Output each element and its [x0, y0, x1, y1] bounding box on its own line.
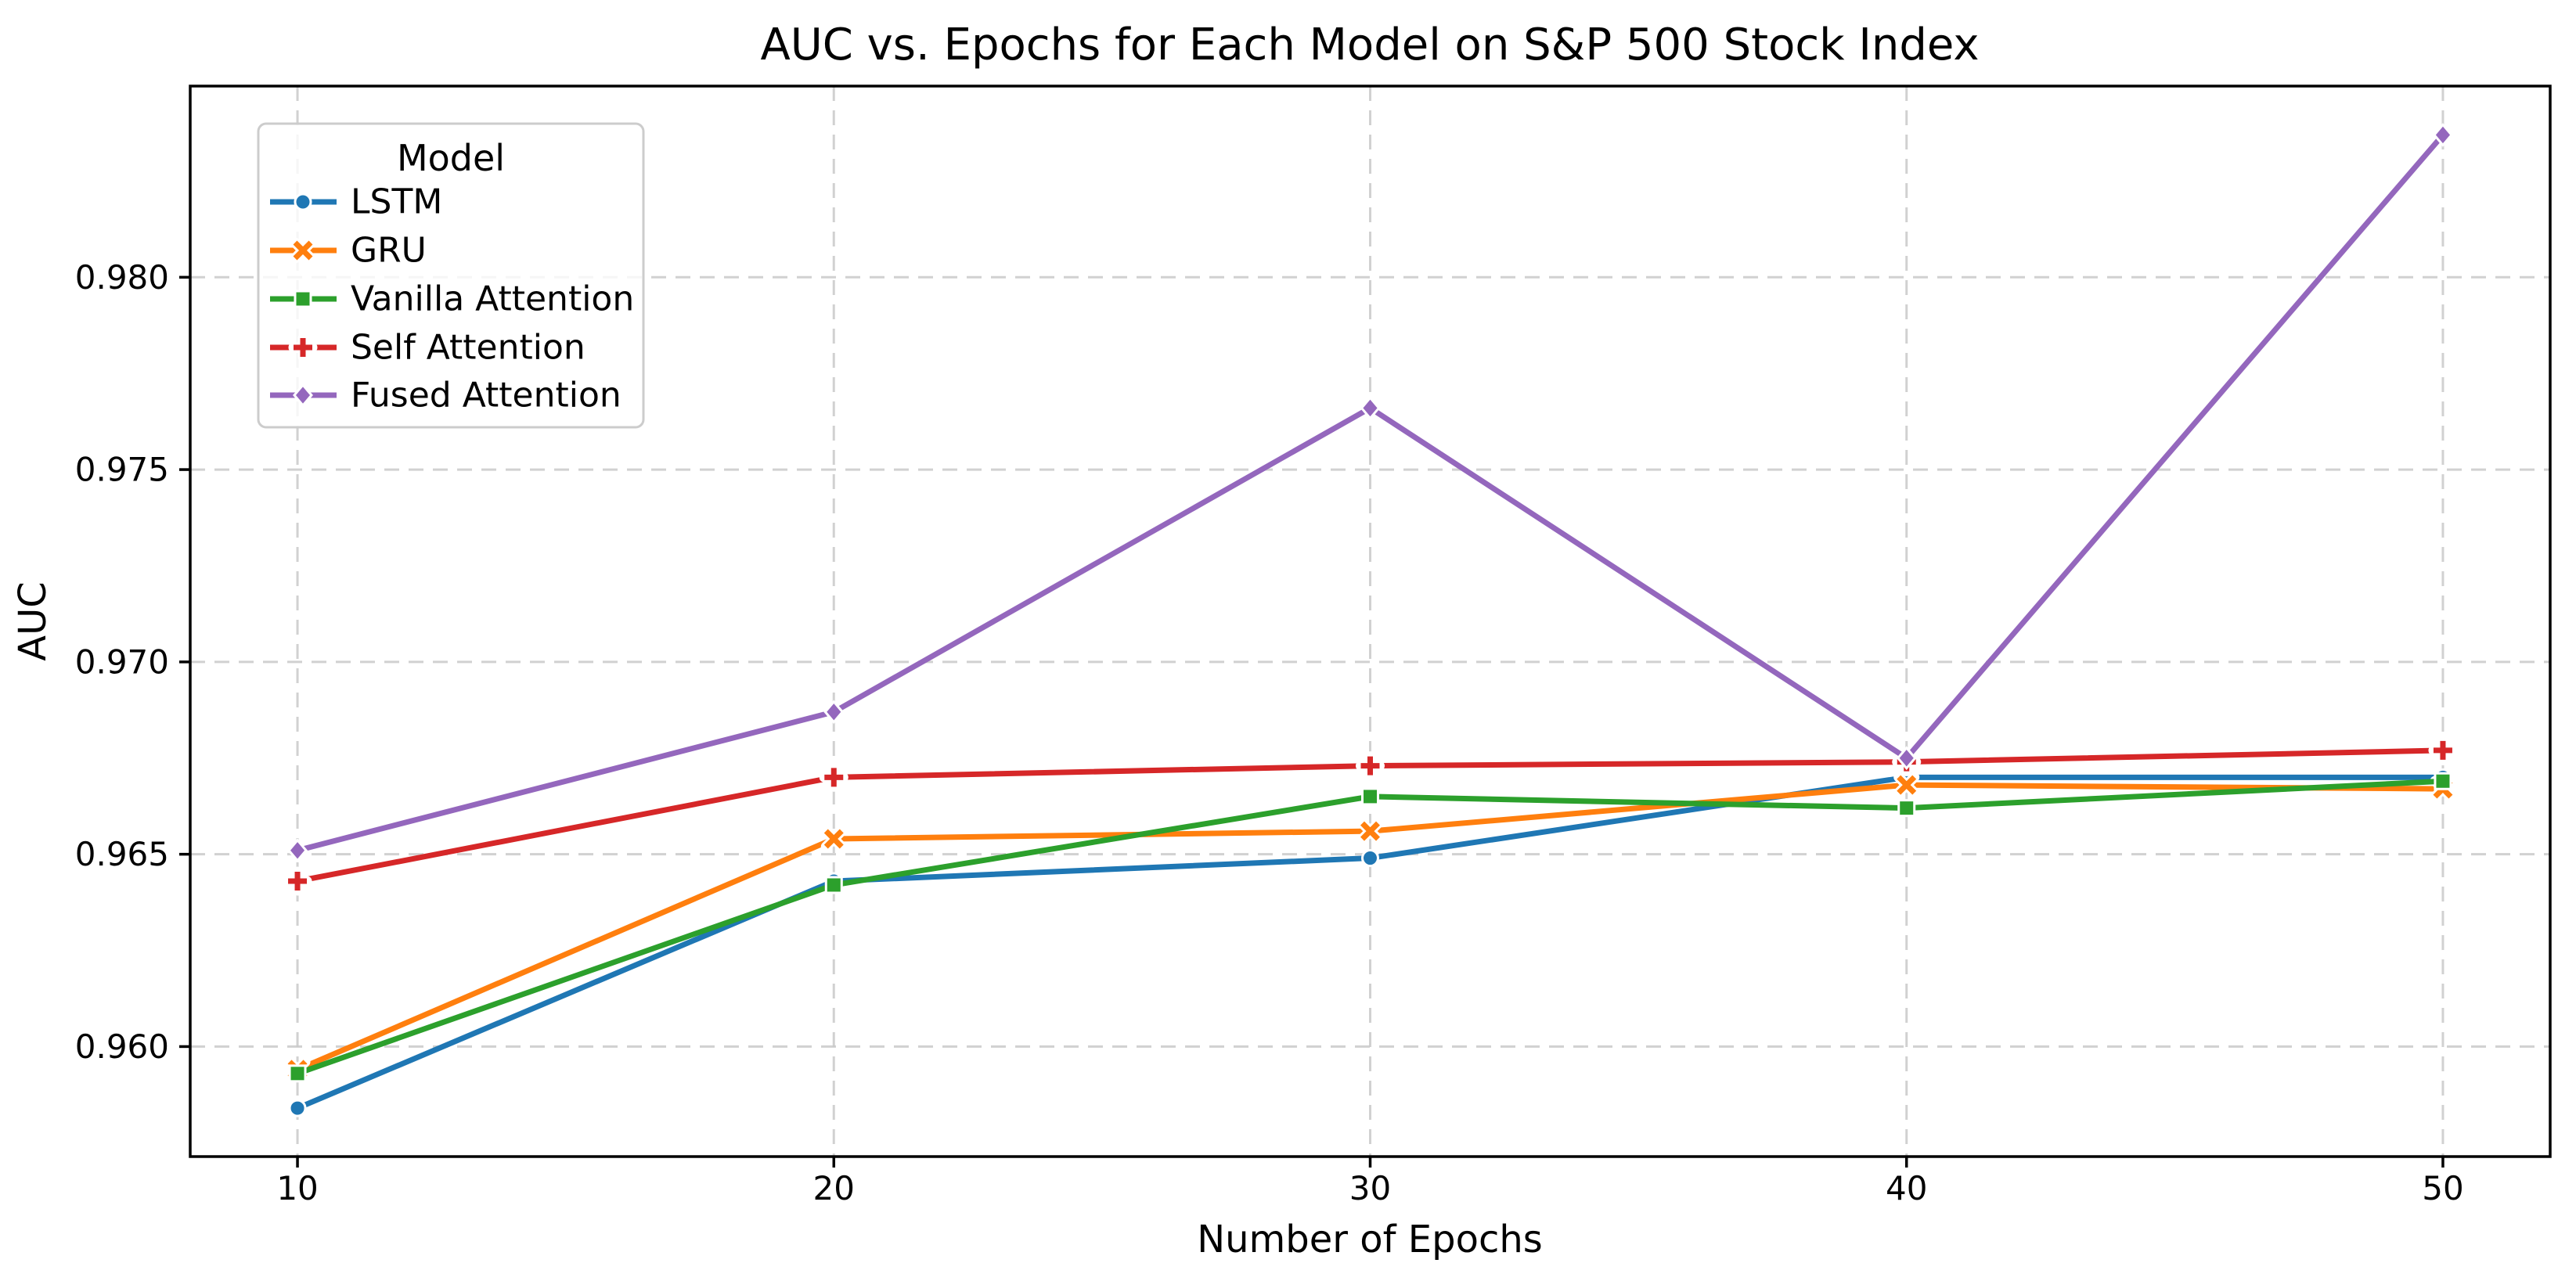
- legend-title: Model: [397, 137, 505, 179]
- square-marker: [824, 876, 843, 894]
- x-axis-label: Number of Epochs: [1197, 1218, 1543, 1261]
- legend-sample-marker: [293, 383, 313, 408]
- plus-marker: [283, 866, 312, 896]
- circle-marker: [288, 1099, 307, 1117]
- square-marker: [1897, 799, 1916, 818]
- legend-entry-label: Self Attention: [351, 328, 585, 368]
- legend-entry-label: LSTM: [351, 182, 442, 222]
- x-tick-label: 10: [276, 1169, 318, 1207]
- y-axis-label: AUC: [11, 581, 55, 660]
- series-fused-attention: [287, 123, 2453, 863]
- series-vanilla-attention: [288, 772, 2452, 1083]
- x-tick-label: 30: [1349, 1169, 1391, 1207]
- legend-entry-label: GRU: [351, 231, 427, 271]
- y-tick-label: 0.975: [75, 451, 169, 489]
- legend-sample-marker: [294, 193, 312, 211]
- diamond-marker: [287, 838, 308, 863]
- series-layer: [283, 123, 2458, 1117]
- legend-entry-label: Fused Attention: [351, 376, 621, 416]
- plus-marker: [819, 762, 848, 792]
- diamond-marker: [2432, 123, 2453, 147]
- y-tick-label: 0.965: [75, 835, 169, 873]
- x-tick-label: 50: [2422, 1169, 2463, 1207]
- x-marker: [1357, 818, 1383, 844]
- legend-sample-marker: [290, 237, 316, 264]
- legend-entry: Fused Attention: [270, 376, 621, 416]
- axes-layer: 10 20 30 40 50 0.960 0.965 0.970 0.975 0.980: [75, 85, 2552, 1207]
- diamond-marker: [1360, 396, 1381, 420]
- y-tick-label: 0.960: [75, 1027, 169, 1066]
- square-marker: [1361, 787, 1379, 806]
- legend-entry: Self Attention: [270, 328, 585, 368]
- legend-entry: GRU: [270, 231, 427, 271]
- plus-marker: [2428, 736, 2458, 765]
- legend-entry: Vanilla Attention: [270, 279, 634, 319]
- x-marker: [1893, 772, 1920, 798]
- legend-entry-label: Vanilla Attention: [351, 279, 634, 319]
- y-tick-label: 0.970: [75, 642, 169, 681]
- legend-sample-marker: [288, 333, 318, 362]
- x-marker: [820, 826, 847, 852]
- x-tick-label: 40: [1886, 1169, 1927, 1207]
- chart-title: AUC vs. Epochs for Each Model on S&P 500…: [760, 20, 1979, 70]
- square-marker: [288, 1064, 307, 1083]
- circle-marker: [1361, 849, 1379, 868]
- plus-marker: [1356, 751, 1385, 781]
- diamond-marker: [1896, 746, 1917, 771]
- x-tick-label: 20: [813, 1169, 855, 1207]
- square-marker: [2434, 772, 2452, 790]
- legend-box: [257, 122, 645, 429]
- legend-entry: LSTM: [270, 182, 442, 222]
- diamond-marker: [823, 700, 845, 725]
- y-tick-label: 0.980: [75, 258, 169, 297]
- legend-sample-marker: [294, 290, 312, 308]
